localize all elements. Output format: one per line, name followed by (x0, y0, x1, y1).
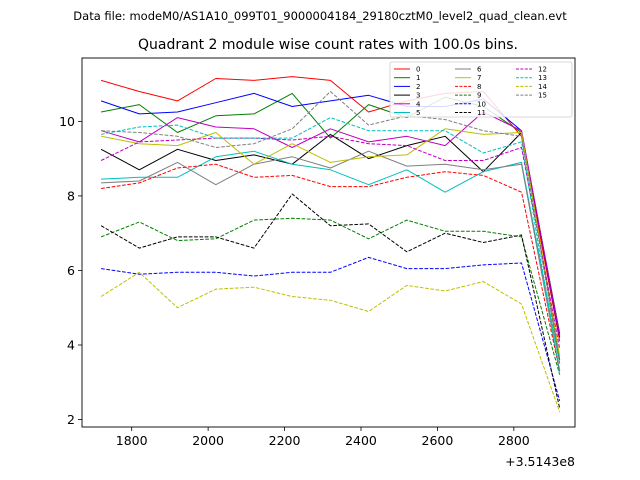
y-tick-label: 2 (67, 412, 75, 427)
x-tick-label: 1800 (116, 433, 148, 448)
series-line-9 (100, 217, 561, 375)
legend-label: 8 (477, 83, 481, 91)
legend-label: 6 (477, 66, 482, 74)
legend-label: 5 (416, 109, 420, 117)
chart-title: Quadrant 2 module wise count rates with … (138, 37, 518, 53)
y-tick-label: 8 (67, 188, 75, 203)
x-tick-label: 2400 (345, 433, 377, 448)
x-offset-label: +3.5143e8 (505, 454, 575, 469)
legend-label: 9 (477, 92, 481, 100)
legend-label: 4 (416, 100, 421, 108)
series-line-5 (101, 150, 561, 364)
legend-label: 10 (477, 100, 486, 108)
series-line-12 (100, 135, 561, 349)
series-layer (100, 76, 561, 413)
series-line-11 (100, 193, 561, 409)
legend-label: 0 (416, 66, 420, 74)
y-axis: 2 4 6 8 10 (59, 114, 82, 427)
plot-area (82, 58, 575, 427)
legend-label: 1 (416, 74, 420, 82)
legend-label: 11 (477, 109, 486, 117)
series-line-7 (101, 128, 561, 357)
legend-label: 2 (416, 83, 420, 91)
legend-label: 12 (538, 66, 547, 74)
series-line-15 (101, 91, 561, 364)
series-line-8 (101, 163, 561, 372)
legend-label: 14 (538, 83, 547, 91)
x-tick-label: 2600 (422, 433, 454, 448)
x-tick-label: 2200 (269, 433, 301, 448)
x-tick-label: 2000 (192, 433, 224, 448)
chart-suptitle: Data file: modeM0/AS1A10_099T01_90000041… (73, 9, 567, 23)
legend-label: 7 (477, 74, 481, 82)
legend-label: 13 (538, 74, 547, 82)
legend-label: 15 (538, 92, 547, 100)
y-tick-label: 6 (67, 263, 75, 278)
y-tick-label: 4 (67, 338, 75, 353)
x-axis: 1800 2000 2200 2400 2600 2800 (116, 427, 530, 448)
y-tick-label: 10 (59, 114, 75, 129)
series-line-10 (101, 256, 561, 402)
x-tick-label: 2800 (498, 433, 530, 448)
legend-box (389, 61, 573, 118)
legend-label: 3 (416, 92, 420, 100)
series-line-13 (101, 117, 561, 375)
series-line-14 (100, 271, 561, 413)
series-line-6 (101, 150, 561, 372)
plot-frame (81, 57, 576, 428)
